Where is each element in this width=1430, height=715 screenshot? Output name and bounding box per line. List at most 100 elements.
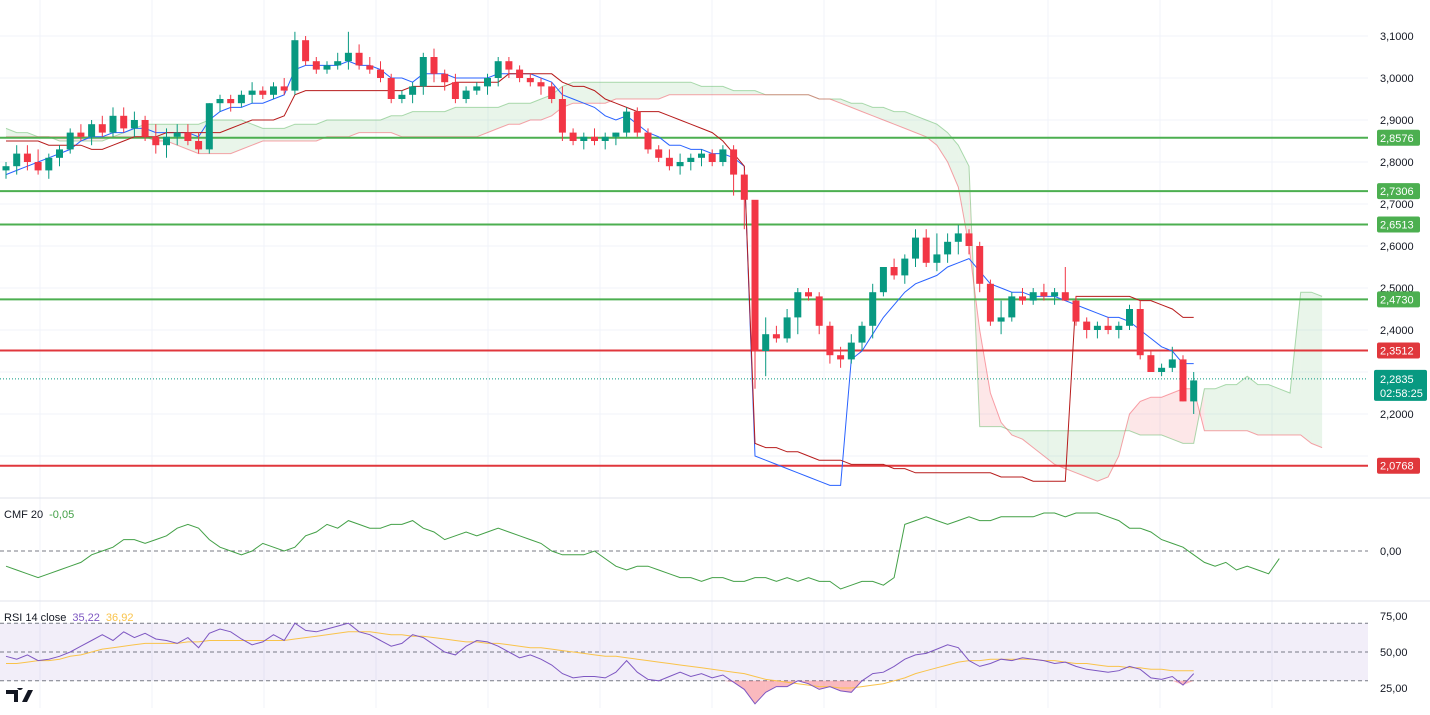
cloud-segment [701,86,713,95]
level-price-tag [1377,291,1420,308]
candle-body [45,157,53,171]
price-tick-label: 2,4000 [1380,325,1414,337]
price-tick-label: 2,9000 [1380,115,1414,127]
senkou-a-line [5,81,1323,444]
cloud-segment [573,82,584,104]
rsi-oversold-fill [808,680,820,690]
cloud-segment [583,82,595,104]
candle-body [826,325,834,356]
candle-body [163,136,170,146]
cloud-segment [1150,397,1162,435]
cloud-segment [487,107,499,133]
price-tick-label: 3,1000 [1380,31,1414,43]
price-tick-label: 2,8000 [1380,157,1414,169]
rsi-oversold-fill [722,680,734,683]
rsi-oversold-fill [744,680,755,704]
candle-body [1168,359,1176,368]
candle-body [997,317,1005,322]
price-axis: 3,10003,00002,90002,80002,70002,60002,50… [1374,31,1427,695]
cloud-segment [6,128,17,137]
candle-body [1126,309,1133,326]
cloud-segment [508,103,520,125]
candle-body [312,61,320,70]
cloud-segment [883,107,895,125]
candle-body [805,292,812,297]
cloud-segment [936,124,948,162]
cloud-segment [690,82,702,95]
cloud-segment [733,90,745,95]
cloud-segment [123,128,135,137]
candle-body [77,132,85,137]
candle-body [34,162,42,171]
candle-body [1115,325,1123,330]
cloud-segment [241,120,253,150]
cloud-segment [1247,376,1258,435]
cloud-segment [230,120,242,154]
cmf-value: -0,05 [49,509,75,521]
cloud-segment [1204,388,1216,431]
cloud-segment [615,82,627,99]
candlesticks [2,31,1198,414]
cloud-segment [316,120,327,141]
cloud-segment [391,115,402,137]
cloud-segment [658,82,670,99]
cloud-segment [1268,384,1280,435]
level-price-label: 2,6513 [1380,219,1414,231]
candle-body [430,57,438,74]
rsi-tick-label: 25,00 [1380,683,1408,695]
cloud-segment [1076,430,1087,477]
rsi-line [5,622,1195,705]
candle-body [13,153,21,167]
cloud-segment [1043,430,1055,465]
candle-body [751,199,759,351]
candle-body [837,355,845,360]
rsi-legend: RSI 14 close 35,22 36,92 [4,612,133,624]
candle-body [569,132,577,141]
cloud-segment [1033,430,1044,456]
cloud-segment [840,99,852,108]
rsi-oversold-fill [1172,680,1183,686]
candle-body [665,157,673,167]
candle-body [109,115,117,133]
cloud-segment [904,111,916,133]
cloud-segment [1225,384,1237,431]
candle-body [580,136,588,141]
candle-body [1008,296,1016,318]
cloud-segment [990,393,1002,427]
cloud-segment [1097,430,1109,482]
candle-body [890,267,898,276]
level-price-label: 2,4730 [1380,294,1414,306]
level-price-tag [1377,457,1420,474]
rsi-tick-label: 50,00 [1380,647,1408,659]
candle-body [869,292,877,326]
candle-body [772,334,780,339]
cloud-segment [252,124,263,146]
cloud-segment [423,111,434,137]
cloud-segment [380,115,392,133]
cloud-segment [594,82,606,104]
candle-body [291,40,299,91]
candle-body [1072,300,1080,322]
candle-body [462,90,470,99]
candle-body [644,132,652,150]
cloud-segment [722,86,734,95]
cloud-segment [1161,393,1173,440]
cloud-segment [1172,388,1183,444]
candle-body [237,94,245,104]
level-price-label: 2,8576 [1380,133,1414,145]
cloud-segment [926,120,937,146]
candle-body [730,149,738,175]
candle-body [965,233,973,246]
candle-body [98,124,106,133]
level-price-label: 2,3512 [1380,345,1414,357]
cloud-segment [744,90,755,95]
candle-body [377,69,384,78]
price-tick-label: 2,7000 [1380,199,1414,211]
cloud-segment [851,103,862,112]
candle-body [88,124,96,137]
senkou-b-line [6,94,1323,482]
cloud-segment [1054,430,1066,469]
cloud-segment [1140,397,1151,435]
candle-body [783,317,791,339]
